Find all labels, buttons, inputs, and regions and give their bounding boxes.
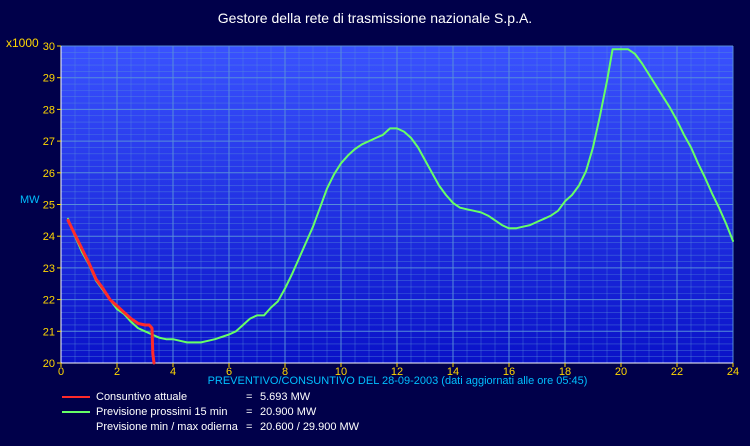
y-tick-label: 27 (43, 136, 55, 148)
y-tick-label: 20 (43, 358, 55, 370)
grid (60, 45, 734, 364)
y-tick-label: 26 (43, 168, 55, 180)
legend-label-actual: Consuntivo attuale (96, 391, 188, 403)
x-tick-label: 14 (447, 366, 459, 378)
legend-swatch-forecast (62, 411, 90, 413)
chart-title: Gestore della rete di trasmissione nazio… (217, 10, 533, 26)
x-tick-label: 0 (58, 366, 64, 378)
legend-equals: = (246, 391, 253, 403)
y-tick-label: 29 (43, 73, 55, 85)
legend-equals: = (246, 406, 253, 418)
x-tick-label: 10 (335, 366, 347, 378)
legend-value-actual: 5.693 MW (260, 391, 311, 403)
x-tick-label: 22 (671, 366, 683, 378)
legend-label-forecast: Previsione prossimi 15 min (96, 406, 228, 418)
x-tick-label: 4 (170, 366, 176, 378)
legend-value-minmax: 20.600 / 29.900 MW (260, 421, 360, 433)
x-tick-label: 16 (503, 366, 515, 378)
y-tick-label: 25 (43, 200, 55, 212)
y-tick-label: 30 (43, 41, 55, 53)
y-axis-unit-label: MW (20, 194, 40, 206)
x-tick-label: 12 (391, 366, 403, 378)
legend-value-forecast: 20.900 MW (260, 406, 317, 418)
chart-caption: PREVENTIVO/CONSUNTIVO DEL 28-09-2003 (da… (207, 375, 588, 387)
x-tick-label: 20 (615, 366, 627, 378)
x-tick-label: 18 (559, 366, 571, 378)
y-tick-label: 21 (43, 326, 55, 338)
x-tick-label: 24 (727, 366, 739, 378)
series-line-actual (66, 218, 156, 365)
x-tick-label: 2 (114, 366, 120, 378)
y-tick-label: 23 (43, 263, 55, 275)
series-layer (66, 48, 734, 365)
y-tick-label: 22 (43, 295, 55, 307)
legend-equals: = (246, 421, 253, 433)
y-tick-label: 28 (43, 104, 55, 116)
axes: 0 2 4 6 8 10 12 14 16 18 20 22 242021222324252627282… (43, 41, 739, 378)
series-line-forecast (67, 48, 734, 344)
x-tick-label: 8 (282, 366, 288, 378)
x-tick-label: 6 (226, 366, 232, 378)
y-multiplier-label: x1000 (6, 36, 39, 50)
y-tick-label: 24 (43, 231, 55, 243)
legend-label-minmax: Previsione min / max odierna (96, 421, 238, 433)
legend-swatch-actual (62, 396, 90, 398)
